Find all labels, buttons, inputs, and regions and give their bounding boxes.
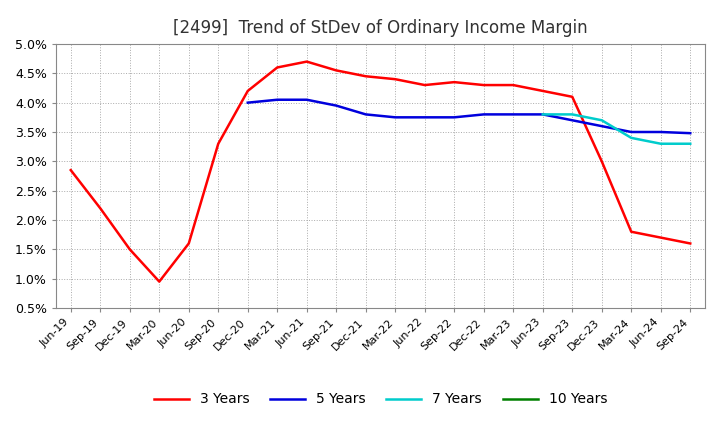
5 Years: [361, 112, 370, 117]
7 Years: [598, 117, 606, 123]
3 Years: [391, 77, 400, 82]
7 Years: [686, 141, 695, 147]
7 Years: [657, 141, 665, 147]
5 Years: [539, 112, 547, 117]
3 Years: [302, 59, 311, 64]
Title: [2499]  Trend of StDev of Ordinary Income Margin: [2499] Trend of StDev of Ordinary Income…: [174, 19, 588, 37]
3 Years: [96, 205, 104, 211]
3 Years: [657, 235, 665, 240]
3 Years: [273, 65, 282, 70]
5 Years: [509, 112, 518, 117]
Line: 3 Years: 3 Years: [71, 62, 690, 282]
5 Years: [657, 129, 665, 135]
5 Years: [598, 124, 606, 129]
3 Years: [539, 88, 547, 94]
7 Years: [539, 112, 547, 117]
3 Years: [598, 159, 606, 164]
5 Years: [332, 103, 341, 108]
3 Years: [66, 168, 75, 173]
5 Years: [243, 100, 252, 105]
5 Years: [273, 97, 282, 103]
Line: 5 Years: 5 Years: [248, 100, 690, 133]
5 Years: [627, 129, 636, 135]
5 Years: [302, 97, 311, 103]
3 Years: [243, 88, 252, 94]
7 Years: [627, 135, 636, 140]
3 Years: [214, 141, 222, 147]
3 Years: [361, 73, 370, 79]
5 Years: [391, 115, 400, 120]
3 Years: [686, 241, 695, 246]
5 Years: [480, 112, 488, 117]
Legend: 3 Years, 5 Years, 7 Years, 10 Years: 3 Years, 5 Years, 7 Years, 10 Years: [148, 387, 613, 412]
3 Years: [184, 241, 193, 246]
3 Years: [568, 94, 577, 99]
3 Years: [332, 68, 341, 73]
3 Years: [509, 82, 518, 88]
5 Years: [450, 115, 459, 120]
3 Years: [155, 279, 163, 284]
3 Years: [125, 247, 134, 252]
3 Years: [480, 82, 488, 88]
5 Years: [686, 131, 695, 136]
3 Years: [450, 80, 459, 85]
5 Years: [568, 117, 577, 123]
3 Years: [420, 82, 429, 88]
7 Years: [568, 112, 577, 117]
5 Years: [420, 115, 429, 120]
Line: 7 Years: 7 Years: [543, 114, 690, 144]
3 Years: [627, 229, 636, 235]
